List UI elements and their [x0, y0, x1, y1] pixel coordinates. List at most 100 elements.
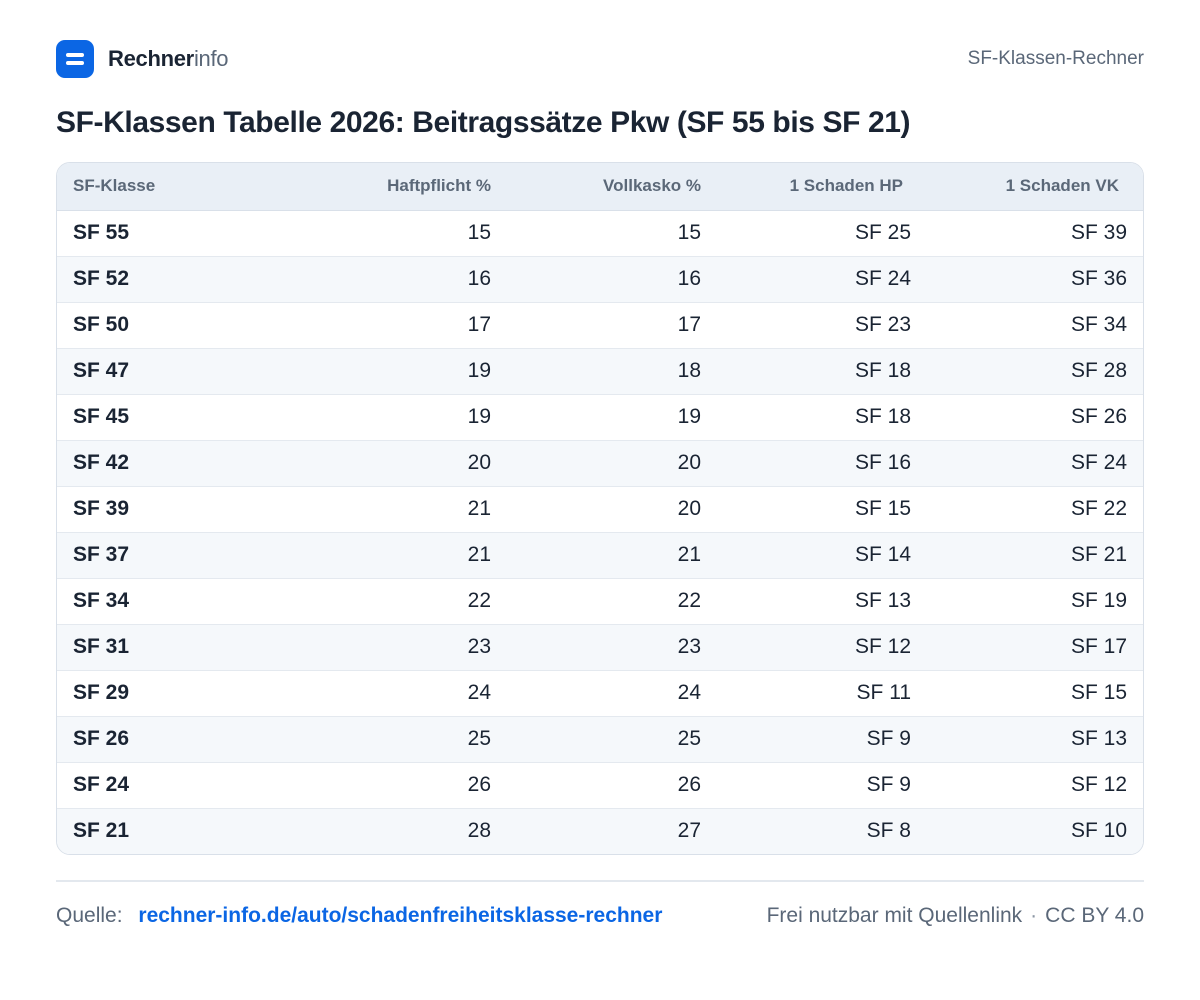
- cell-sf-klasse: SF 21: [57, 807, 297, 854]
- cell-schaden-hp: SF 9: [717, 715, 927, 762]
- cell-schaden-hp: SF 18: [717, 347, 927, 394]
- column-header-vollkasko: Vollkasko %: [507, 163, 717, 211]
- column-header-sf-klasse: SF-Klasse: [57, 163, 297, 211]
- cell-haftpflicht: 19: [297, 393, 507, 440]
- table-row: SF 34 22 22 SF 13 SF 19: [57, 577, 1143, 624]
- cell-schaden-vk: SF 10: [927, 807, 1143, 854]
- cell-schaden-hp: SF 24: [717, 255, 927, 302]
- cell-haftpflicht: 21: [297, 531, 507, 578]
- license-block: Frei nutzbar mit Quellenlink · CC BY 4.0: [767, 904, 1144, 928]
- usage-note: Frei nutzbar mit Quellenlink: [766, 904, 1023, 927]
- cell-vollkasko: 19: [507, 393, 717, 440]
- cell-vollkasko: 21: [507, 531, 717, 578]
- cell-vollkasko: 25: [507, 715, 717, 762]
- table-header-row: SF-Klasse Haftpflicht % Vollkasko % 1 Sc…: [57, 163, 1143, 211]
- source-link[interactable]: rechner-info.de/auto/schadenfreiheitskla…: [138, 904, 663, 927]
- cell-schaden-vk: SF 17: [927, 623, 1143, 670]
- table-row: SF 31 23 23 SF 12 SF 17: [57, 623, 1143, 670]
- table-row: SF 52 16 16 SF 24 SF 36: [57, 255, 1143, 302]
- cell-schaden-vk: SF 24: [927, 439, 1143, 486]
- cell-sf-klasse: SF 26: [57, 715, 297, 762]
- cell-vollkasko: 17: [507, 301, 717, 348]
- source-label: Quelle:: [56, 904, 123, 927]
- header-calculator-label: SF-Klassen-Rechner: [967, 48, 1144, 69]
- cell-sf-klasse: SF 24: [57, 761, 297, 808]
- cell-sf-klasse: SF 34: [57, 577, 297, 624]
- cell-schaden-hp: SF 11: [717, 669, 927, 716]
- cell-haftpflicht: 16: [297, 255, 507, 302]
- cell-vollkasko: 18: [507, 347, 717, 394]
- cell-vollkasko: 23: [507, 623, 717, 670]
- cell-sf-klasse: SF 42: [57, 439, 297, 486]
- brand-name: Rechnerinfo: [108, 46, 229, 72]
- cell-schaden-vk: SF 15: [927, 669, 1143, 716]
- cell-schaden-hp: SF 25: [854, 221, 911, 244]
- cell-schaden-hp: SF 16: [717, 439, 927, 486]
- page-header: Rechnerinfo SF-Klassen-Rechner: [56, 40, 1144, 78]
- cell-sf-klasse: SF 47: [57, 347, 297, 394]
- table-row: SF 24 26 26 SF 9 SF 12: [57, 761, 1143, 808]
- cell-schaden-vk: SF 19: [927, 577, 1143, 624]
- cell-vollkasko: 22: [507, 577, 717, 624]
- cell-schaden-vk: SF 39: [1070, 221, 1127, 244]
- cell-haftpflicht: 22: [297, 577, 507, 624]
- cell-haftpflicht: 17: [297, 301, 507, 348]
- cell-vollkasko: 16: [507, 255, 717, 302]
- cell-schaden-vk: SF 22: [927, 485, 1143, 532]
- table-row: SF 39 21 20 SF 15 SF 22: [57, 485, 1143, 532]
- table-row: SF 42 20 20 SF 16 SF 24: [57, 439, 1143, 486]
- table-row: SF 55 15 15 SF 25 SF 39: [57, 210, 1143, 256]
- table-row: SF 50 17 17 SF 23 SF 34: [57, 301, 1143, 348]
- cell-haftpflicht: 15: [467, 221, 491, 244]
- table-row: SF 37 21 21 SF 14 SF 21: [57, 531, 1143, 578]
- source-block: Quelle: rechner-info.de/auto/schadenfrei…: [56, 904, 662, 928]
- cell-vollkasko: 20: [507, 485, 717, 532]
- cell-sf-klasse: SF 52: [57, 255, 297, 302]
- footer-divider: [56, 880, 1144, 882]
- table-row: SF 45 19 19 SF 18 SF 26: [57, 393, 1143, 440]
- cell-schaden-hp: SF 14: [717, 531, 927, 578]
- sf-class-table: SF-Klasse Haftpflicht % Vollkasko % 1 Sc…: [57, 163, 1143, 854]
- cell-haftpflicht: 21: [297, 485, 507, 532]
- cell-vollkasko: 24: [507, 669, 717, 716]
- brand[interactable]: Rechnerinfo: [56, 40, 229, 78]
- cell-schaden-hp: SF 18: [717, 393, 927, 440]
- brand-name-bold: Rechner: [108, 46, 194, 71]
- cell-schaden-vk: SF 34: [927, 301, 1143, 348]
- cell-schaden-vk: SF 21: [927, 531, 1143, 578]
- cell-sf-klasse: SF 50: [57, 301, 297, 348]
- cell-vollkasko: 15: [677, 221, 701, 244]
- cell-schaden-vk: SF 36: [927, 255, 1143, 302]
- cell-schaden-vk: SF 28: [927, 347, 1143, 394]
- cell-sf-klasse: SF 39: [57, 485, 297, 532]
- cell-haftpflicht: 20: [297, 439, 507, 486]
- cell-schaden-vk: SF 12: [927, 761, 1143, 808]
- cell-schaden-hp: SF 23: [717, 301, 927, 348]
- column-header-haftpflicht: Haftpflicht %: [297, 163, 507, 211]
- cell-schaden-hp: SF 9: [717, 761, 927, 808]
- brand-name-light: info: [193, 46, 229, 71]
- column-header-schaden-vk: 1 Schaden VK: [927, 163, 1143, 211]
- cell-haftpflicht: 23: [297, 623, 507, 670]
- rechnerinfo-logo-icon: [56, 40, 94, 78]
- page-title: SF-Klassen Tabelle 2026: Beitragssätze P…: [56, 106, 911, 139]
- cell-schaden-vk: SF 26: [927, 393, 1143, 440]
- separator-dot: ·: [1030, 904, 1038, 927]
- cell-haftpflicht: 19: [297, 347, 507, 394]
- cell-schaden-hp: SF 12: [717, 623, 927, 670]
- cell-haftpflicht: 24: [297, 669, 507, 716]
- column-header-schaden-hp: 1 Schaden HP: [717, 163, 927, 211]
- license-label: CC BY 4.0: [1045, 904, 1144, 927]
- table-row: SF 21 28 27 SF 8 SF 10: [57, 807, 1143, 854]
- table-body: SF 55 15 15 SF 25 SF 39 SF 52 16 16 SF 24 SF 36 SF…: [57, 210, 1143, 854]
- cell-schaden-vk: SF 13: [927, 715, 1143, 762]
- cell-haftpflicht: 25: [297, 715, 507, 762]
- cell-schaden-hp: SF 8: [717, 807, 927, 854]
- cell-sf-klasse: SF 45: [57, 393, 297, 440]
- cell-schaden-hp: SF 15: [717, 485, 927, 532]
- cell-sf-klasse: SF 31: [57, 623, 297, 670]
- cell-schaden-hp: SF 13: [717, 577, 927, 624]
- table-row: SF 26 25 25 SF 9 SF 13: [57, 715, 1143, 762]
- cell-vollkasko: 20: [507, 439, 717, 486]
- cell-vollkasko: 27: [507, 807, 717, 854]
